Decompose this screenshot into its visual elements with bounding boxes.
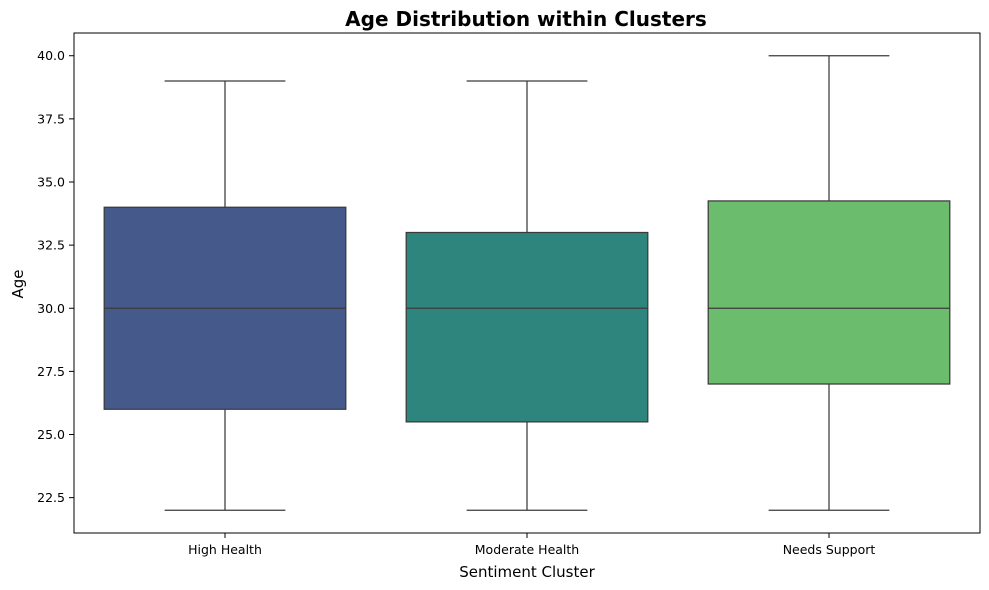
y-tick-label: 30.0 <box>37 301 65 316</box>
y-tick-label: 22.5 <box>37 490 65 505</box>
iqr-box <box>405 231 649 423</box>
y-tick-label: 32.5 <box>37 238 65 253</box>
x-tick-label: Needs Support <box>783 542 876 557</box>
boxes-layer <box>103 55 951 511</box>
y-axis: 22.5 25.0 27.5 30.0 32.5 35.0 37.5 40.0 <box>37 48 74 505</box>
y-tick-label: 40.0 <box>37 48 65 63</box>
y-tick-label: 25.0 <box>37 427 65 442</box>
chart-title: Age Distribution within Clusters <box>345 7 707 31</box>
y-axis-label: Age <box>9 269 27 298</box>
x-tick-label: Moderate Health <box>475 542 579 557</box>
box-needs-support <box>707 55 951 511</box>
y-tick-label: 37.5 <box>37 111 65 126</box>
x-axis: High Health Moderate Health Needs Support <box>188 533 875 557</box>
box-high-health <box>103 80 347 511</box>
x-tick-label: High Health <box>188 542 262 557</box>
y-tick-label: 27.5 <box>37 364 65 379</box>
y-tick-label: 35.0 <box>37 174 65 189</box>
x-axis-label: Sentiment Cluster <box>459 563 595 581</box>
iqr-box <box>707 200 951 385</box>
box-moderate-health <box>405 80 649 511</box>
